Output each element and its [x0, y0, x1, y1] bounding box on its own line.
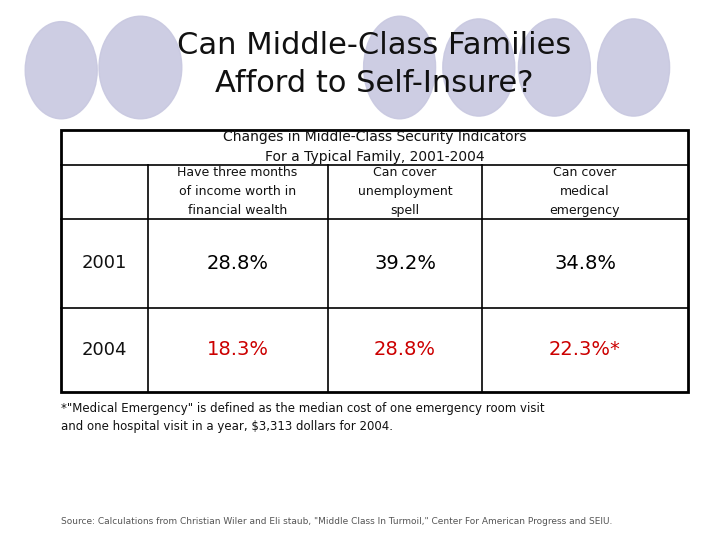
- Text: Can Middle-Class Families: Can Middle-Class Families: [177, 31, 572, 60]
- Text: 22.3%*: 22.3%*: [549, 340, 621, 359]
- Text: 39.2%: 39.2%: [374, 254, 436, 273]
- Text: Can cover
unemployment
spell: Can cover unemployment spell: [358, 166, 452, 217]
- Text: 28.8%: 28.8%: [207, 254, 269, 273]
- Ellipse shape: [598, 19, 670, 116]
- Text: Can cover
medical
emergency: Can cover medical emergency: [550, 166, 620, 217]
- Text: 18.3%: 18.3%: [207, 340, 269, 359]
- Ellipse shape: [443, 19, 515, 116]
- Ellipse shape: [518, 19, 590, 116]
- FancyBboxPatch shape: [61, 130, 688, 392]
- Text: 2001: 2001: [81, 254, 127, 272]
- Text: Changes in Middle-Class Security Indicators
For a Typical Family, 2001-2004: Changes in Middle-Class Security Indicat…: [222, 130, 526, 164]
- Ellipse shape: [25, 22, 97, 119]
- Ellipse shape: [364, 16, 436, 119]
- Text: Source: Calculations from Christian Wiler and Eli staub, "Middle Class In Turmoi: Source: Calculations from Christian Wile…: [61, 517, 613, 526]
- Text: *"Medical Emergency" is defined as the median cost of one emergency room visit
a: *"Medical Emergency" is defined as the m…: [61, 402, 545, 433]
- Text: 28.8%: 28.8%: [374, 340, 436, 359]
- Ellipse shape: [99, 16, 181, 119]
- Text: Have three months
of income worth in
financial wealth: Have three months of income worth in fin…: [177, 166, 298, 217]
- Text: Afford to Self-Insure?: Afford to Self-Insure?: [215, 69, 534, 98]
- Text: 34.8%: 34.8%: [554, 254, 616, 273]
- Text: 2004: 2004: [81, 341, 127, 359]
